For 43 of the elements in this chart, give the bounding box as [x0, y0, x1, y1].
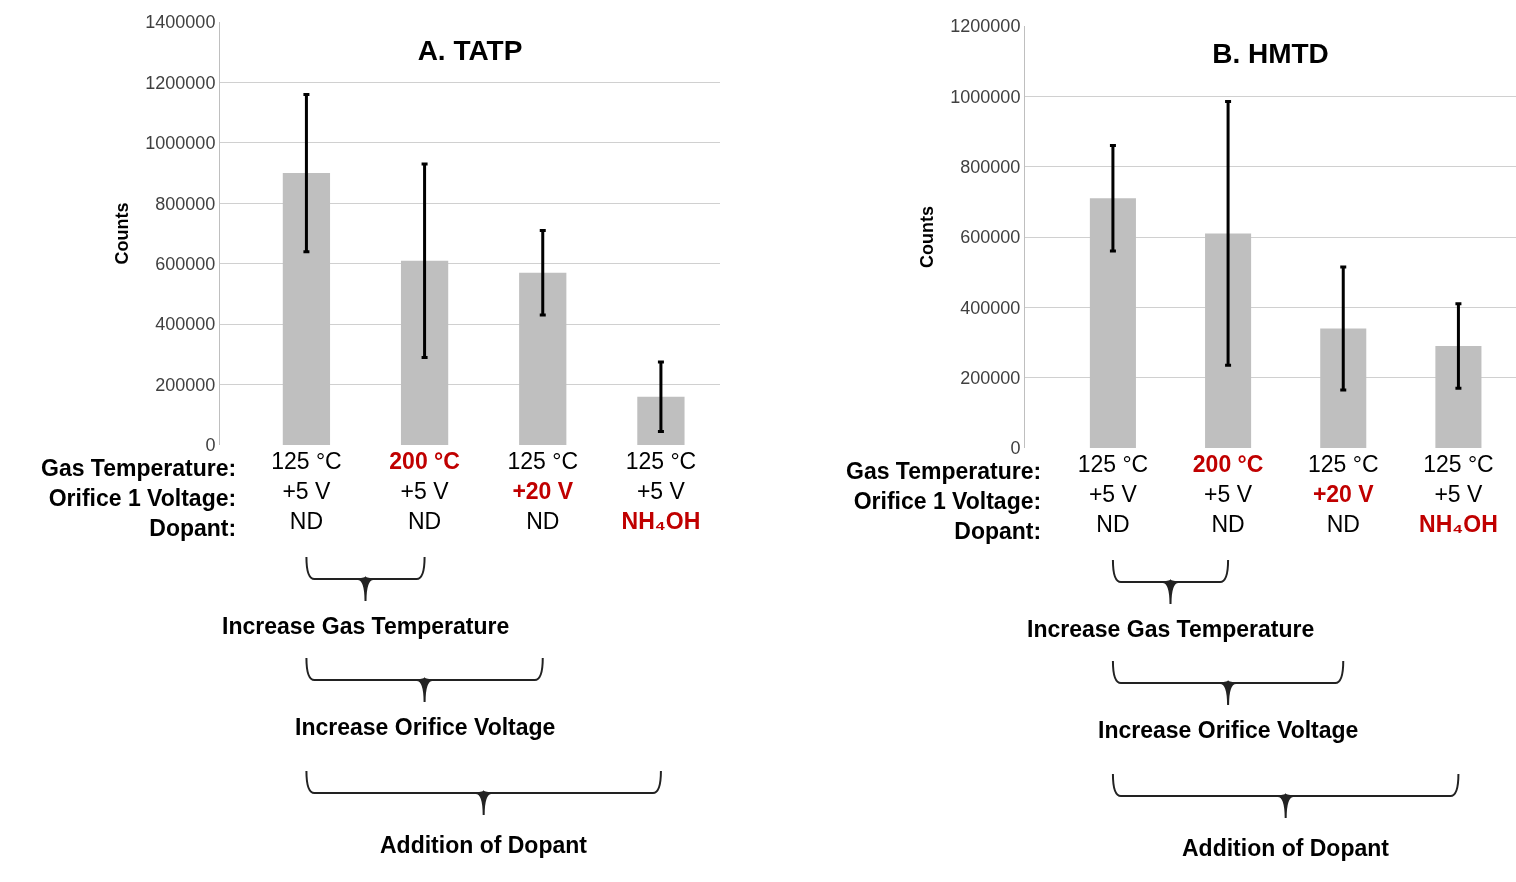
y-axis-title: Counts	[916, 206, 937, 268]
y-tick-label: 1200000	[950, 16, 1021, 37]
y-tick-label: 800000	[960, 156, 1021, 177]
chart-title: B. HMTD	[1212, 37, 1329, 69]
x-tick-label: 125 °C +20 V ND	[1307, 451, 1379, 537]
text: Addition of Dopant	[380, 832, 588, 858]
x-tick-label: 125 °C +5 V ND	[271, 448, 342, 534]
y-tick-label: 600000	[155, 254, 216, 275]
y-tick-label: 200000	[155, 374, 216, 395]
bar	[1435, 346, 1482, 448]
x-axis-title: Gas Temperature: Orifice 1 Voltage: Dopant:	[41, 455, 237, 541]
text: Increase Gas Temperature	[1027, 616, 1315, 642]
y-tick-label: 1200000	[145, 72, 216, 93]
y-tick-label: 200000	[960, 367, 1021, 388]
x-tick-label: 200 °C +5 V ND	[1192, 451, 1264, 537]
bar	[1205, 233, 1252, 448]
x-axis-title: Gas Temperature: Orifice 1 Voltage: Dopant:	[846, 458, 1042, 544]
x-tick-label: 125 °C +20 V ND	[507, 448, 579, 534]
bar	[519, 272, 567, 445]
y-tick-label: 1000000	[145, 133, 216, 154]
bar	[637, 396, 685, 445]
x-tick-label: 125 °C +5 V NH₄OH	[621, 448, 701, 534]
y-tick-label: 1000000	[950, 86, 1021, 107]
x-tick-label: 125 °C +5 V ND	[1077, 451, 1149, 537]
y-axis-title: Counts	[111, 202, 132, 265]
x-tick-label: 200 °C +5 V ND	[389, 448, 460, 534]
y-tick-label: 800000	[155, 193, 216, 214]
y-tick-label: 0	[205, 435, 216, 456]
bar	[1089, 198, 1136, 448]
y-tick-label: 1400000	[145, 12, 216, 33]
text: Increase Gas Temperature	[222, 613, 510, 639]
bar	[1320, 328, 1367, 448]
text: A. TATP	[417, 34, 523, 66]
text: Addition of Dopant	[1182, 835, 1390, 861]
text: Increase Orifice Voltage	[1098, 717, 1359, 743]
y-tick-label: 400000	[960, 297, 1021, 318]
x-tick-label: 125 °C +5 V NH₄OH	[1419, 451, 1498, 537]
y-tick-label: 400000	[155, 314, 216, 335]
bar	[282, 173, 331, 445]
y-tick-label: 600000	[960, 227, 1021, 248]
text: Increase Orifice Voltage	[295, 714, 556, 740]
bar	[400, 260, 449, 445]
y-tick-label: 0	[1010, 438, 1021, 459]
